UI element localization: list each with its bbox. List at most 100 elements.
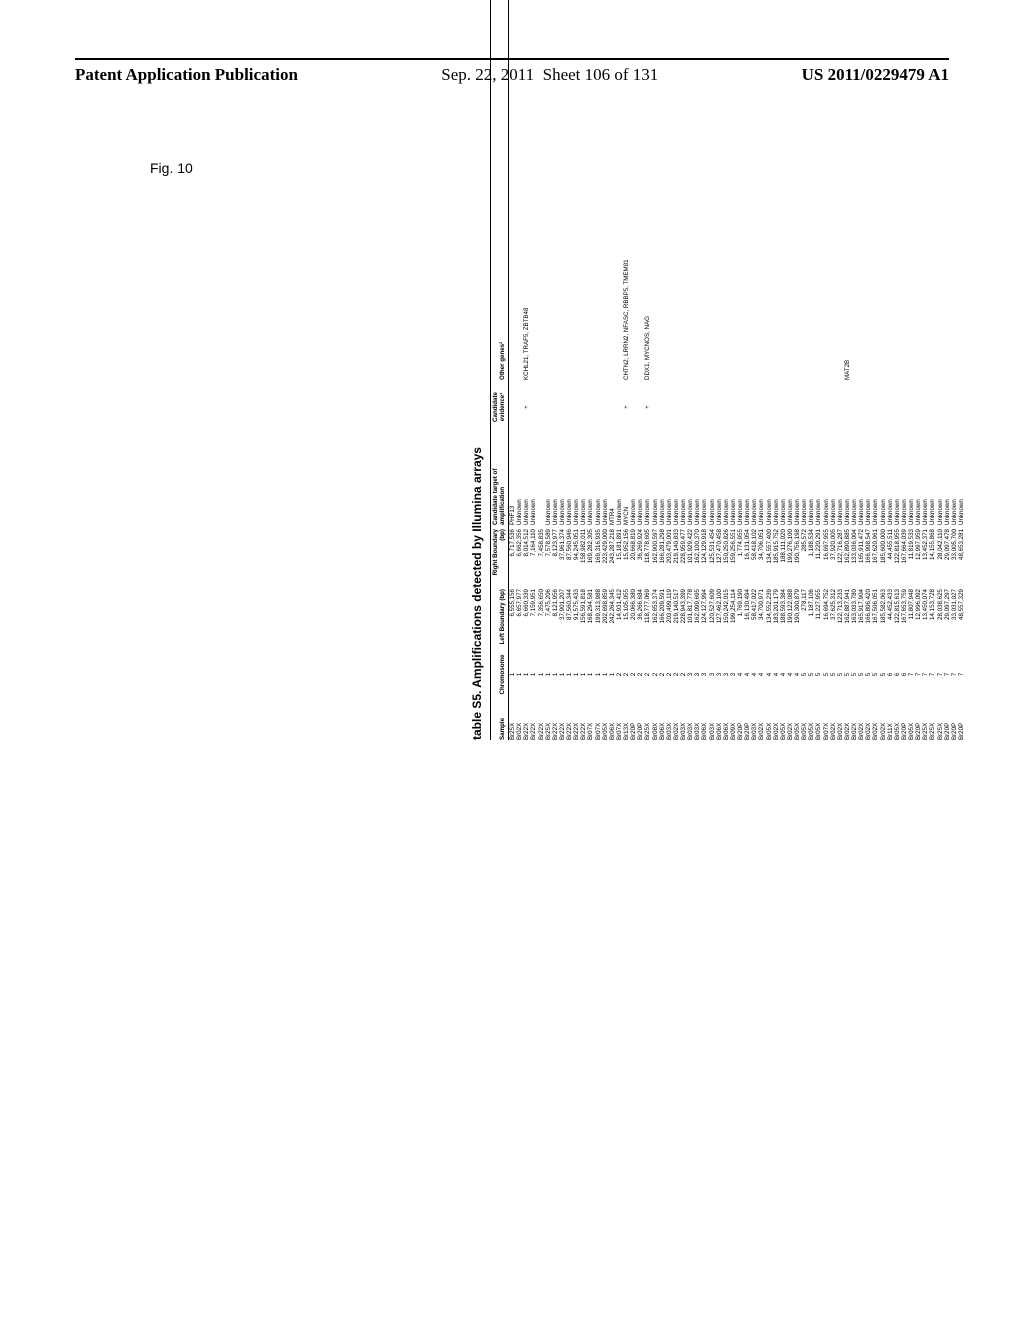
table-cell: Br20P	[915, 700, 922, 740]
table-cell: 5	[880, 645, 887, 700]
table-cell: 162,653,374	[652, 585, 659, 645]
table-cell: 58,418,102	[751, 525, 758, 585]
table-cell	[509, 0, 517, 380]
table-cell: Br05X	[602, 700, 609, 740]
table-cell: Unknown	[709, 430, 716, 525]
table-cell: Unknown	[922, 430, 929, 525]
table-row: Br25X728,038,62528,042,110Unknown	[937, 0, 944, 740]
table-cell	[566, 0, 573, 380]
table-cell: 87,560,946	[566, 525, 573, 585]
table-cell	[694, 0, 701, 380]
amplification-table: Sample Chromosome Left Boundary (bp) Rig…	[490, 0, 965, 740]
table-cell	[580, 380, 587, 430]
table-row: Br07X1199,313,988169,316,935Unknown	[595, 0, 602, 740]
table-cell: 122,818,955	[894, 525, 901, 585]
table-cell: 8,014,512	[523, 525, 530, 585]
table-cell: Br07X	[616, 700, 623, 740]
table-cell: 166,806,420	[865, 585, 872, 645]
table-cell: 20,668,819	[630, 525, 637, 585]
table-cell	[602, 0, 609, 380]
table-cell	[744, 380, 751, 430]
table-cell: 6,662,356	[516, 525, 523, 585]
table-cell	[516, 0, 523, 380]
table-cell: Unknown	[516, 430, 523, 525]
table-cell: Br20P	[737, 700, 744, 740]
col-sample: Sample	[491, 700, 509, 740]
table-cell	[929, 0, 936, 380]
table-cell: 2	[644, 645, 651, 700]
table-cell: Unknown	[851, 430, 858, 525]
table-cell: 28,042,110	[937, 525, 944, 585]
table-cell	[666, 380, 673, 430]
table-cell: 7,475,206	[545, 585, 552, 645]
table-cell	[659, 0, 666, 380]
table-row: Br22X16,660,3398,014,512Unknown+KCHL21, …	[523, 0, 530, 740]
table-row: Br05X511,227,95511,220,291Unknown	[815, 0, 822, 740]
table-cell	[744, 0, 751, 380]
table-row: Br05X51,187,1061,188,534Unknown	[808, 0, 815, 740]
table-cell	[808, 380, 815, 430]
table-cell: Br20P	[944, 700, 951, 740]
table-cell	[915, 0, 922, 380]
table-row: Br08X2162,653,374162,900,597Unknown	[652, 0, 659, 740]
table-cell: Br25X	[509, 700, 517, 740]
table-cell: Unknown	[545, 430, 552, 525]
table-cell: 37,901,207	[559, 585, 566, 645]
table-cell: 118,777,069	[644, 585, 651, 645]
table-cell	[730, 0, 737, 380]
table-cell: 3	[723, 645, 730, 700]
table-cell: Unknown	[644, 430, 651, 525]
table-cell: Br02X	[758, 700, 765, 740]
table-cell: 5	[801, 645, 808, 700]
table-cell	[908, 380, 915, 430]
table-cell	[538, 380, 545, 430]
table-row: Br05X6122,815,613122,818,955Unknown	[894, 0, 901, 740]
table-cell: 5	[851, 645, 858, 700]
table-cell: Br02X	[858, 700, 865, 740]
table-cell	[701, 0, 708, 380]
table-cell: 167,653,759	[901, 585, 908, 645]
table-cell: 4	[758, 645, 765, 700]
table-cell: 168,294,581	[587, 585, 594, 645]
table-cell: Br02X	[872, 700, 879, 740]
table-cell: 4	[773, 645, 780, 700]
table-cell: 7	[958, 645, 965, 700]
table-row: Br22X17,356,6507,458,835	[538, 0, 545, 740]
table-row: Br20P236,266,68436,269,924Unknown	[637, 0, 644, 740]
table-row: Br22X137,901,20737,961,374Unknown	[559, 0, 566, 740]
table-cell: 29,097,297	[944, 585, 951, 645]
table-cell	[787, 380, 794, 430]
table-row: Br25X2118,777,069118,778,605Unknown+DDX1…	[644, 0, 651, 740]
table-row: Br02X5165,917,904165,911,472Unknown	[858, 0, 865, 740]
table-row: Br02X5167,506,051167,620,961Unknown	[872, 0, 879, 740]
table-cell: Br06X	[609, 700, 616, 740]
table-cell: 190,756,198	[794, 525, 801, 585]
table-cell	[687, 380, 694, 430]
table-cell	[530, 0, 537, 380]
table-cell: 5	[872, 645, 879, 700]
table-cell	[815, 0, 822, 380]
table-cell: 185,582,063	[880, 585, 887, 645]
table-cell: MYCN	[623, 430, 630, 525]
table-cell	[637, 380, 644, 430]
table-cell: 1	[587, 645, 594, 700]
table-cell: 58,417,022	[751, 585, 758, 645]
table-cell	[652, 0, 659, 380]
table-row: Br02X5185,582,063185,600,000Unknown	[880, 0, 887, 740]
col-other-genes: Other genes²	[491, 0, 509, 380]
table-cell: 278,117	[801, 585, 808, 645]
table-cell: Unknown	[766, 430, 773, 525]
table-cell	[552, 0, 559, 380]
table-cell: 4	[744, 645, 751, 700]
table-cell: 6,660,339	[523, 585, 530, 645]
table-cell: Br25X	[922, 700, 929, 740]
table-cell: Unknown	[680, 430, 687, 525]
table-cell: 219,140,517	[673, 585, 680, 645]
table-cell: 11,819,533	[908, 525, 915, 585]
table-cell: 242,264,345	[609, 585, 616, 645]
table-cell	[837, 380, 844, 430]
table-cell	[680, 0, 687, 380]
table-cell: Unknown	[566, 430, 573, 525]
table-cell: 166,908,547	[865, 525, 872, 585]
table-cell: Unknown	[630, 430, 637, 525]
